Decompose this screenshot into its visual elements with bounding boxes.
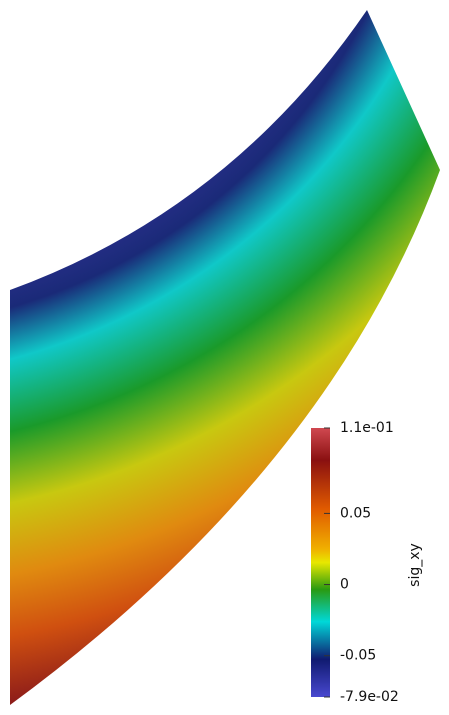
tick-label: 0.05 [340,505,371,521]
range-label: 1.1e-01 [340,420,394,436]
tick-label: 0 [340,577,349,593]
tick-label: -0.05 [340,648,376,664]
colorbar-title: sig_xy [407,543,423,587]
colorbar [311,428,330,697]
range-label: -7.9e-02 [340,689,399,705]
stress-field [10,10,440,705]
